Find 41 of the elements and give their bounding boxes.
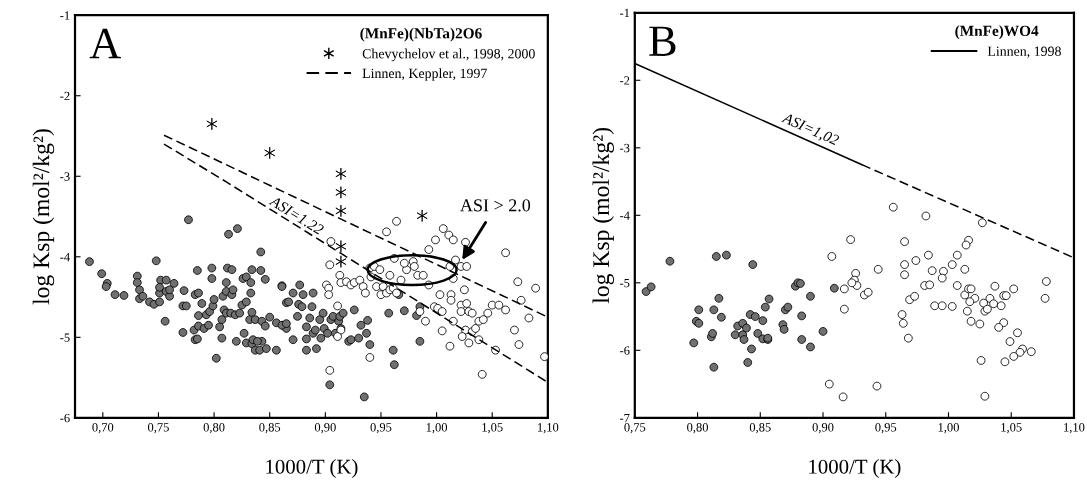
y-tick-label: -2 (60, 91, 70, 101)
y-axis-title: log Ksp (mol²/kg²) (32, 129, 55, 305)
x-tick-label: 0,80 (203, 423, 225, 434)
legend-label: Linnen, Keppler, 1997 (362, 68, 487, 81)
y-tick-label: -4 (620, 211, 630, 220)
legend-title: (MnFe)(NbTa)2O6 (360, 27, 482, 42)
x-tick-label: 0,75 (624, 423, 646, 434)
x-tick-label: 0,70 (92, 423, 114, 434)
legend-title: (MnFe)WO4 (955, 25, 1039, 40)
annotation: ASI > 2.0 (460, 199, 531, 212)
y-tick-label: -6 (60, 413, 70, 423)
x-tick-label: 0,90 (812, 423, 834, 434)
y-tick-label: -6 (620, 346, 630, 355)
annotation: B (649, 26, 676, 56)
x-tick-label: 1,00 (938, 423, 959, 434)
x-tick-label: 0,95 (370, 423, 392, 434)
x-tick-label: 0,95 (875, 423, 897, 434)
y-tick-label: -3 (620, 143, 630, 153)
x-tick-label: 1,10 (1064, 423, 1085, 434)
x-tick-label: 0,85 (749, 423, 771, 434)
x-tick-label: 0,90 (314, 423, 336, 434)
y-tick-label: -1 (620, 8, 630, 18)
x-axis-title: 1000/T (K) (809, 459, 901, 478)
x-tick-label: 0,85 (259, 423, 281, 434)
y-tick-label: -5 (620, 278, 630, 288)
y-tick-label: -2 (620, 76, 630, 85)
y-tick-label: -7 (620, 413, 630, 423)
y-tick-label: -3 (60, 172, 70, 181)
x-tick-label: 1,10 (538, 423, 559, 434)
x-tick-label: 1,00 (426, 423, 448, 434)
x-tick-label: 1,05 (482, 423, 503, 434)
x-axis-title: 1000/T (K) (266, 459, 358, 478)
legend-label: Linnen, 1998 (987, 46, 1061, 58)
annotation: A (89, 28, 121, 59)
x-tick-label: 0,75 (147, 423, 169, 434)
y-tick-label: -5 (60, 333, 70, 342)
x-tick-label: 0,80 (687, 423, 708, 434)
y-tick-label: -4 (60, 252, 70, 262)
x-tick-label: 1,05 (1001, 423, 1022, 434)
y-axis-title: log Ksp (mol²/kg²) (592, 127, 614, 304)
y-tick-label: -1 (60, 11, 70, 20)
